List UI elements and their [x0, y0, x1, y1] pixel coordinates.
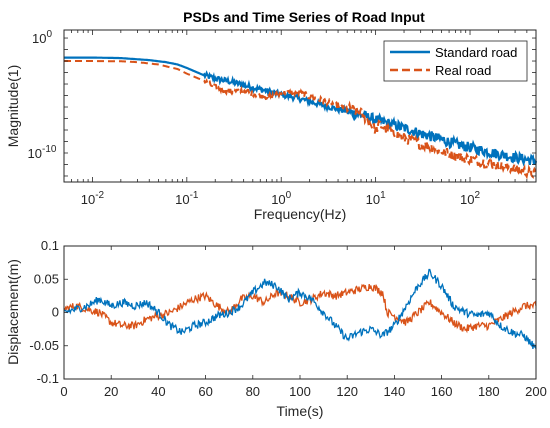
- psd-panel: 10-2 10-1 100 101 102 100 10-10 Frequency(Hz)…: [5, 29, 538, 222]
- time-x-ticks: 0 20 40 60 80 100 120 140 160 180 200: [60, 246, 547, 399]
- psd-series-line-real: [64, 60, 537, 180]
- time-series-line-standard: [63, 268, 537, 350]
- time-plot-area: [64, 246, 536, 379]
- figure-title: PSDs and Time Series of Road Input: [183, 9, 425, 25]
- psd-x-tick-label: 102: [460, 190, 480, 207]
- psd-x-tick-label: 100: [271, 190, 291, 207]
- psd-x-axis-label: Frequency(Hz): [254, 206, 347, 222]
- psd-x-tick-label: 101: [366, 190, 386, 207]
- time-x-tick-label: 80: [246, 384, 260, 399]
- psd-series-group: [64, 56, 538, 180]
- legend: Standard road Real road: [383, 40, 528, 82]
- time-x-tick-label: 40: [151, 384, 165, 399]
- psd-y-axis-label: Magnitude(1): [5, 65, 21, 148]
- psd-series-line-standard: [64, 56, 538, 167]
- time-x-tick-label: 140: [384, 384, 406, 399]
- time-y-tick-label: 0.05: [34, 271, 59, 286]
- psd-axes-box: [63, 29, 537, 183]
- psd-y-tick-label: 100: [32, 29, 52, 46]
- legend-box: [383, 40, 528, 82]
- time-y-tick-label: 0.1: [41, 238, 59, 253]
- time-x-tick-label: 20: [104, 384, 118, 399]
- time-y-tick-label: -0.1: [37, 371, 59, 386]
- legend-label-standard: Standard road: [435, 45, 517, 60]
- time-x-tick-label: 60: [198, 384, 212, 399]
- legend-label-real: Real road: [435, 63, 491, 78]
- time-x-tick-label: 180: [478, 384, 500, 399]
- time-y-ticks: 0.1 0.05 0 -0.05 -0.1: [29, 238, 536, 386]
- time-x-tick-label: 120: [336, 384, 358, 399]
- psd-y-tick-label: 10-10: [28, 144, 57, 161]
- time-series-group: [63, 268, 537, 350]
- time-x-axis-label: Time(s): [277, 403, 324, 419]
- time-x-tick-label: 200: [525, 384, 547, 399]
- psd-x-tick-label: 10-2: [81, 190, 105, 207]
- time-series-panel: 0 20 40 60 80 100 120 140 160 180 200 0.1 0.05 0 -0.0…: [5, 238, 547, 419]
- time-x-tick-label: 0: [60, 384, 67, 399]
- time-x-tick-label: 100: [289, 384, 311, 399]
- time-y-tick-label: 0: [52, 305, 59, 320]
- time-series-line-real: [63, 283, 537, 334]
- time-y-tick-label: -0.05: [29, 338, 59, 353]
- psd-x-tick-label: 10-1: [175, 190, 199, 207]
- time-y-axis-label: Displacement(m): [5, 259, 21, 365]
- time-x-tick-label: 160: [431, 384, 453, 399]
- psd-x-ticks: 10-2 10-1 100 101 102: [63, 30, 537, 207]
